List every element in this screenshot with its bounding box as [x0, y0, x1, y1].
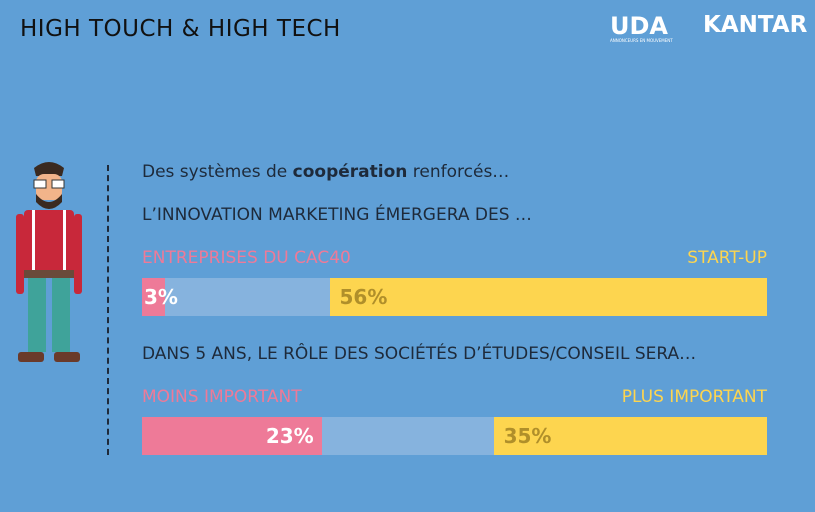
value-label: 23% [265, 424, 314, 448]
logo: KANTAR [703, 12, 808, 38]
chart-title: DANS 5 ANS, LE RÔLE DES SOCIÉTÉS D’ÉTUDE… [142, 344, 697, 364]
bar [142, 278, 166, 316]
value-label: 3% [144, 285, 178, 309]
legend-label: PLUS IMPORTANT [621, 387, 767, 407]
legend-label: MOINS IMPORTANT [142, 387, 302, 407]
intro-text: Des systèmes de [142, 162, 293, 182]
logo-tagline: ANNONCEURS EN MOUVEMENT [610, 38, 673, 43]
logo: UDA [610, 12, 668, 40]
page-title: HIGH TOUCH & HIGH TECH [20, 16, 341, 42]
intro-bold: coopération [292, 162, 408, 182]
intro: Des systèmes de coopération renforcés… [142, 162, 509, 182]
divider [107, 165, 109, 455]
chart-title: L’INNOVATION MARKETING ÉMERGERA DES … [142, 205, 532, 225]
bar [142, 417, 322, 455]
legend-label: ENTREPRISES DU CAC40 [142, 248, 351, 268]
bar [493, 417, 767, 455]
value-label: 35% [503, 424, 552, 448]
intro-text: renforcés… [407, 162, 510, 182]
character-illustration [16, 162, 82, 362]
bar [329, 278, 767, 316]
legend-label: START-UP [687, 248, 767, 268]
value-label: 56% [339, 285, 388, 309]
